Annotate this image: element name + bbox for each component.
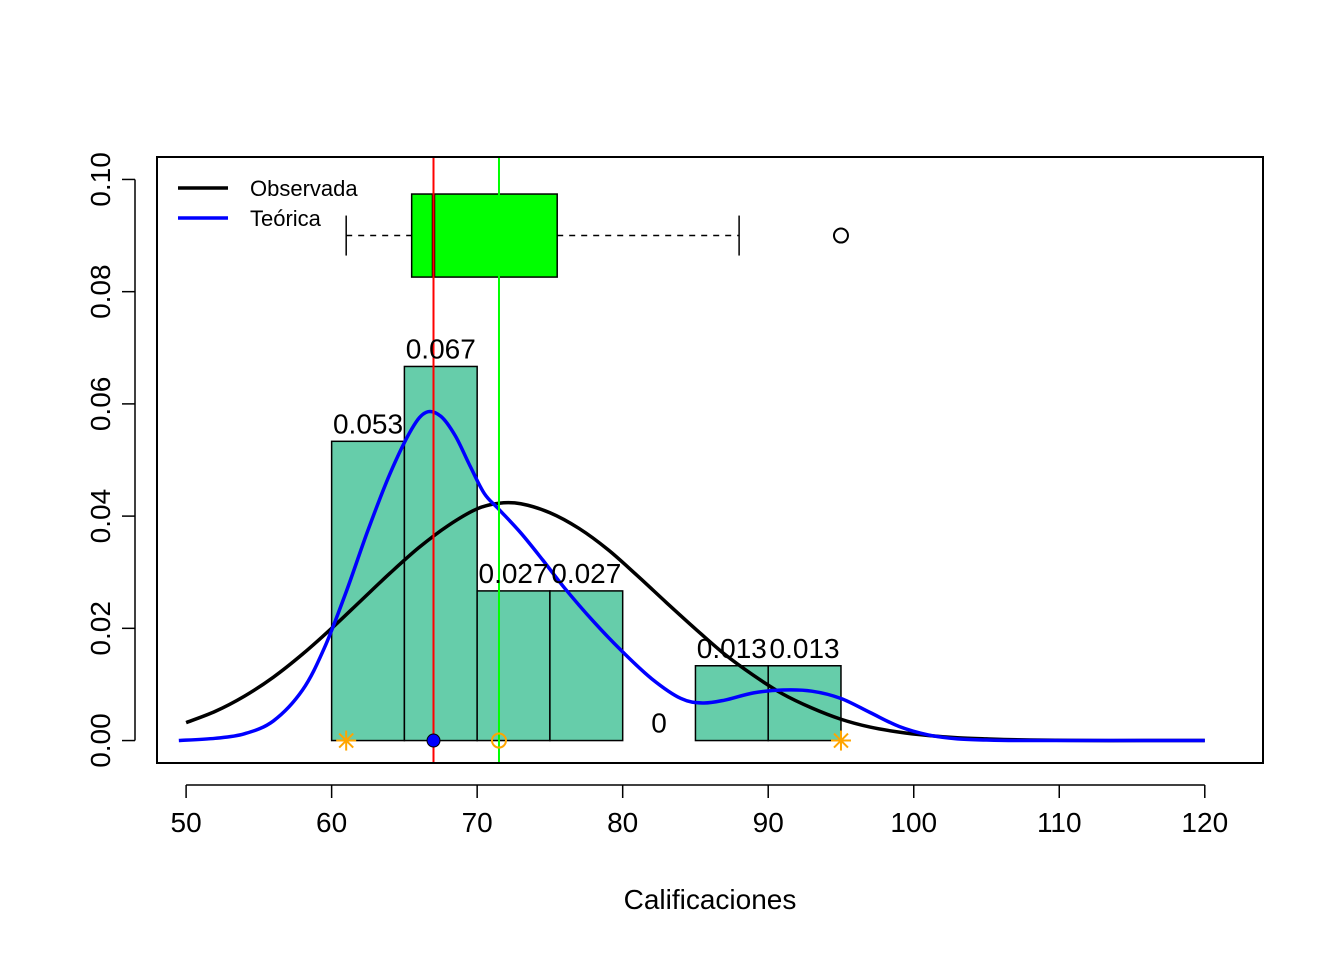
x-tick-label: 50 <box>171 807 202 838</box>
legend: Observada Teórica <box>178 176 358 231</box>
y-tick-label: 0.00 <box>85 713 116 768</box>
histogram-bar <box>476 590 551 742</box>
bar-value-label: 0.013 <box>770 633 840 664</box>
y-tick-label: 0.02 <box>85 601 116 656</box>
y-tick-label: 0.06 <box>85 377 116 432</box>
y-axis: 0.00 0.02 0.04 0.06 0.08 0.10 <box>85 152 136 768</box>
x-tick-label: 60 <box>316 807 347 838</box>
x-axis-title: Calificaciones <box>624 884 797 915</box>
y-tick-label: 0.10 <box>85 152 116 207</box>
histogram-bar <box>403 365 478 742</box>
asterisk-marker <box>830 730 851 751</box>
boxplot <box>345 193 849 278</box>
y-tick-label: 0.08 <box>85 264 116 319</box>
x-tick-label: 80 <box>607 807 638 838</box>
bar-value-label: 0.013 <box>697 633 767 664</box>
x-tick-label: 110 <box>1037 807 1082 838</box>
y-tick-label: 0.04 <box>85 489 116 544</box>
legend-label: Observada <box>250 176 358 201</box>
asterisk-marker <box>336 730 357 751</box>
point-markers <box>336 730 851 751</box>
histogram-bars <box>330 365 842 742</box>
bar-value-label: 0.027 <box>479 558 549 589</box>
plot-frame <box>156 156 1264 764</box>
bar-value-label: 0 <box>651 708 667 739</box>
x-tick-label: 90 <box>753 807 784 838</box>
asterisk-stroke <box>833 732 849 749</box>
open-circle-marker <box>490 732 507 749</box>
boxplot-box <box>410 193 558 278</box>
filled-circle-marker <box>426 733 441 748</box>
histogram-bar <box>330 440 406 742</box>
legend-label: Teórica <box>250 206 322 231</box>
x-tick-label: 100 <box>890 807 937 838</box>
density-curves <box>178 409 1205 743</box>
bar-value-label: 0.053 <box>333 408 403 439</box>
asterisk-stroke <box>338 732 354 749</box>
bar-value-labels: 0.053 0.067 0.027 0.027 0 0.013 0.013 <box>333 333 840 738</box>
bar-value-label: 0.067 <box>406 333 476 364</box>
bar-value-label: 0.027 <box>551 558 621 589</box>
x-tick-label: 70 <box>462 807 493 838</box>
reference-lines <box>432 157 500 763</box>
x-axis: 50 60 70 80 90 100 110 120 <box>171 784 1228 838</box>
teorica-curve <box>178 409 1205 743</box>
boxplot-outlier <box>832 227 849 244</box>
x-tick-label: 120 <box>1181 807 1228 838</box>
